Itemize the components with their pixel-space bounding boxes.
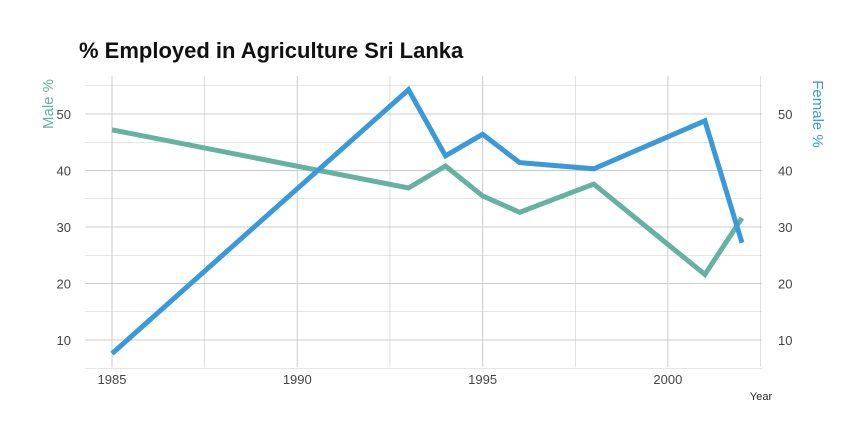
tick-labels: 10 10 20 20 30 30 40 40 50 50 1985 1990 1995 2000	[57, 107, 793, 387]
y-axis-right-label: Female %	[809, 80, 826, 148]
y-tick-label-right: 30	[778, 220, 792, 235]
y-axis-left-label: Male %	[40, 79, 57, 129]
y-tick-label-left: 10	[57, 333, 71, 348]
y-tick-label-right: 20	[778, 277, 792, 292]
x-tick-label: 1995	[468, 372, 497, 387]
x-tick-label: 1990	[283, 372, 312, 387]
x-tick-label: 1985	[98, 372, 127, 387]
grid	[85, 76, 762, 369]
x-axis-label: Year	[750, 391, 773, 403]
y-tick-label-right: 40	[778, 164, 792, 179]
series-line-male	[111, 127, 745, 279]
series-line-female	[110, 85, 745, 356]
series-lines	[110, 85, 745, 356]
y-tick-label-right: 10	[778, 333, 792, 348]
x-tick-label: 2000	[653, 372, 682, 387]
y-tick-label-left: 20	[57, 277, 71, 292]
y-tick-label-left: 50	[57, 107, 71, 122]
y-tick-label-left: 40	[57, 164, 71, 179]
chart-title: % Employed in Agriculture Sri Lanka	[79, 38, 464, 63]
y-tick-label-right: 50	[778, 107, 792, 122]
y-tick-label-left: 30	[57, 220, 71, 235]
